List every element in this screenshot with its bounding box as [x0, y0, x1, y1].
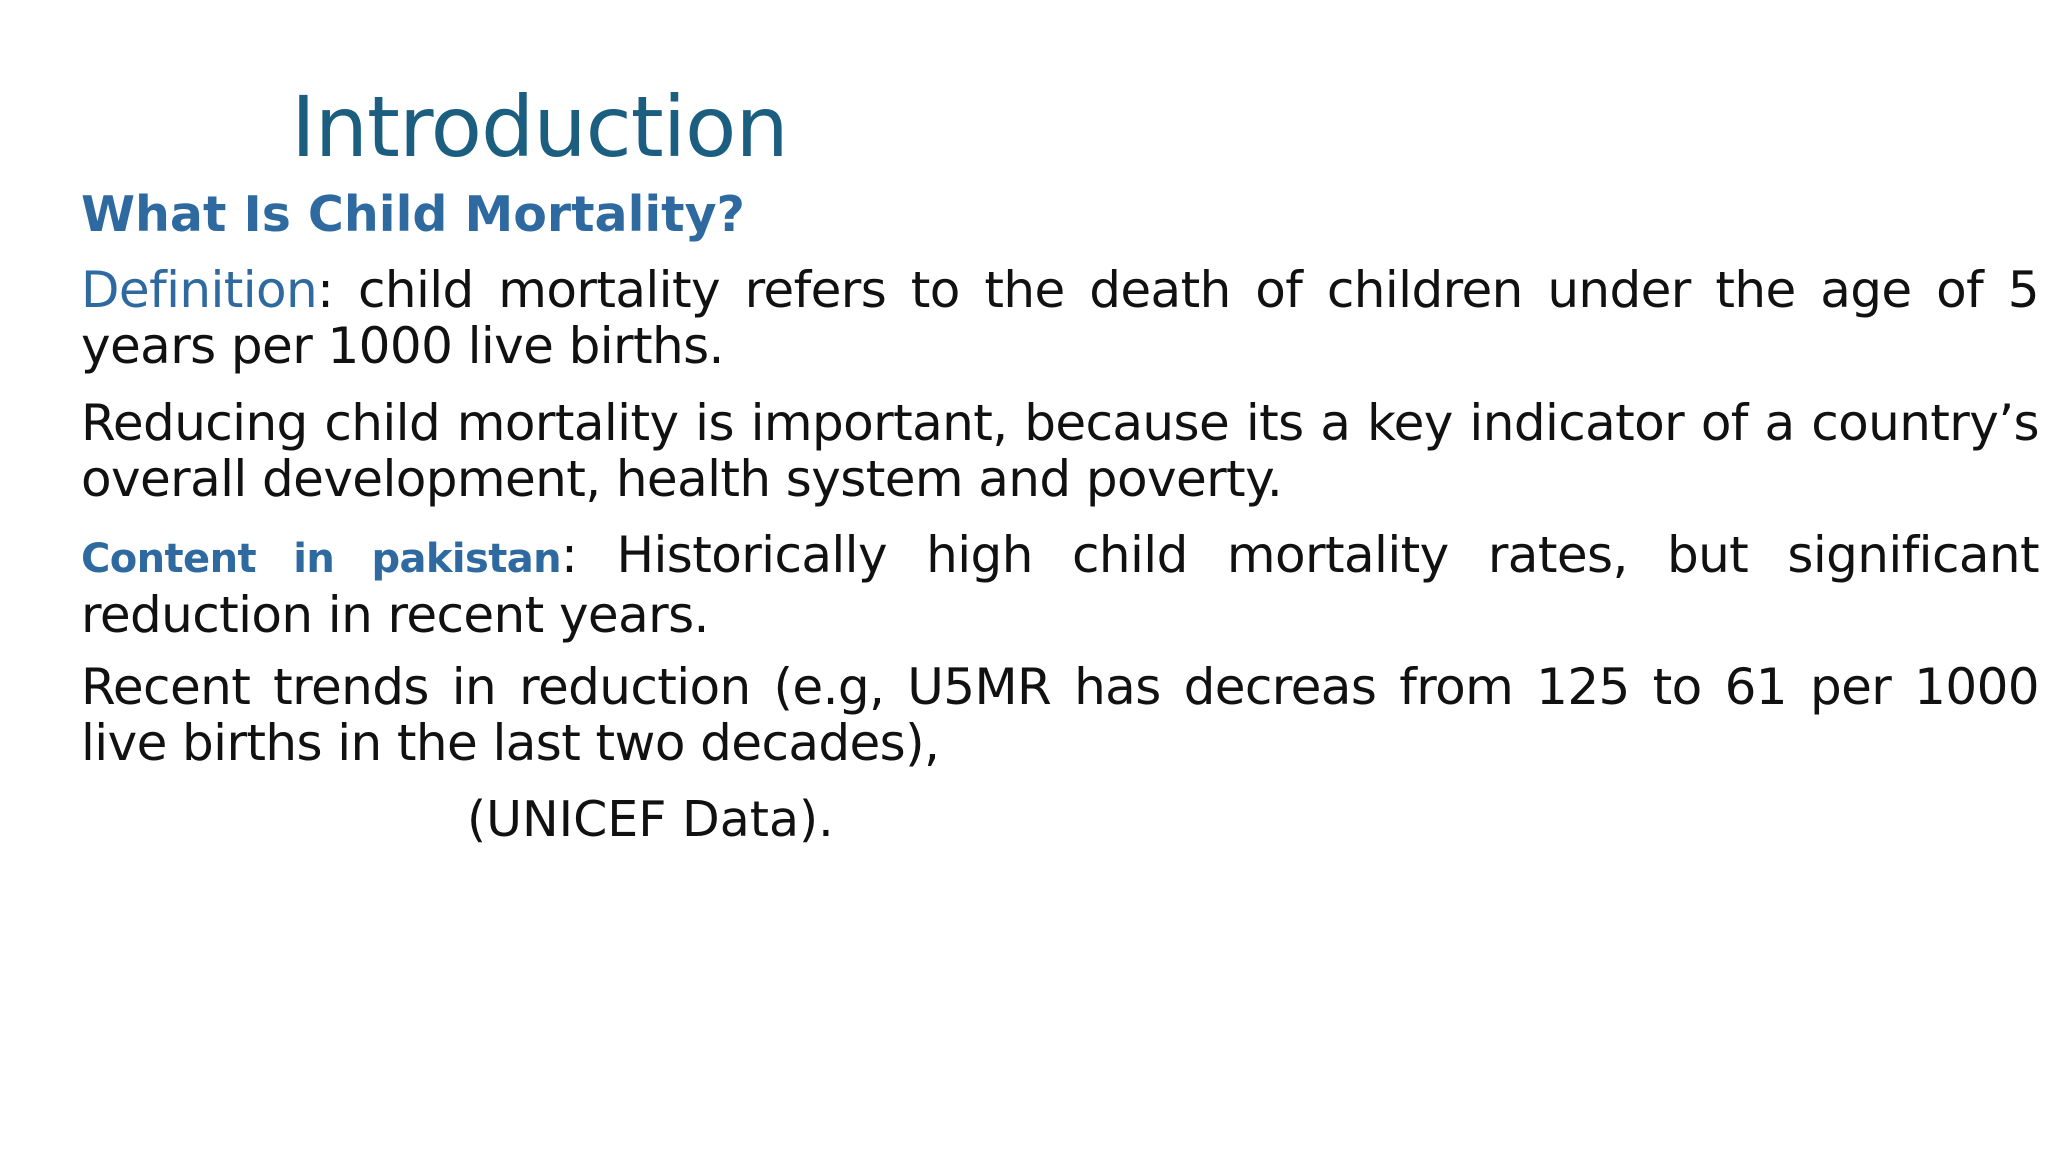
importance-text: Reducing child mortality is important, b…: [81, 394, 2040, 508]
trends-text: Recent trends in reduction (e.g, U5MR ha…: [81, 658, 2040, 772]
slide-title: Introduction: [291, 78, 789, 176]
context-text: : Historically high child mortality rate…: [81, 526, 2040, 644]
context-label: Content in pakistan: [81, 536, 562, 582]
context-paragraph: Content in pakistan: Historically high c…: [81, 526, 2040, 644]
importance-paragraph: Reducing child mortality is important, b…: [81, 394, 2040, 508]
citation: (UNICEF Data).: [467, 791, 834, 848]
definition-text: : child mortality refers to the death of…: [81, 261, 2040, 375]
slide-subtitle: What Is Child Mortality?: [81, 186, 745, 243]
definition-label: Definition: [81, 261, 318, 319]
definition-paragraph: Definition: child mortality refers to th…: [81, 261, 2040, 375]
trends-paragraph: Recent trends in reduction (e.g, U5MR ha…: [81, 658, 2040, 772]
